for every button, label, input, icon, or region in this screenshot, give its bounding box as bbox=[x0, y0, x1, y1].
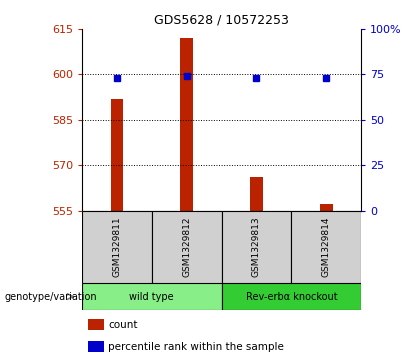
Bar bbox=[222, 211, 291, 283]
Bar bbox=[250, 177, 263, 211]
Title: GDS5628 / 10572253: GDS5628 / 10572253 bbox=[154, 13, 289, 26]
Text: GSM1329812: GSM1329812 bbox=[182, 217, 191, 277]
Text: Rev-erbα knockout: Rev-erbα knockout bbox=[246, 292, 337, 302]
Bar bbox=[88, 319, 104, 330]
Bar bbox=[222, 283, 361, 310]
Bar bbox=[82, 211, 152, 283]
Text: GSM1329811: GSM1329811 bbox=[112, 216, 121, 277]
Bar bbox=[82, 283, 222, 310]
Text: wild type: wild type bbox=[129, 292, 174, 302]
Text: percentile rank within the sample: percentile rank within the sample bbox=[108, 342, 284, 352]
Bar bbox=[110, 99, 123, 211]
Text: genotype/variation: genotype/variation bbox=[4, 291, 97, 302]
Bar bbox=[180, 38, 193, 211]
Text: GSM1329814: GSM1329814 bbox=[322, 217, 331, 277]
Bar bbox=[152, 211, 222, 283]
Text: GSM1329813: GSM1329813 bbox=[252, 216, 261, 277]
Bar bbox=[291, 211, 361, 283]
Bar bbox=[320, 204, 333, 211]
Bar bbox=[88, 341, 104, 352]
Text: count: count bbox=[108, 320, 138, 330]
